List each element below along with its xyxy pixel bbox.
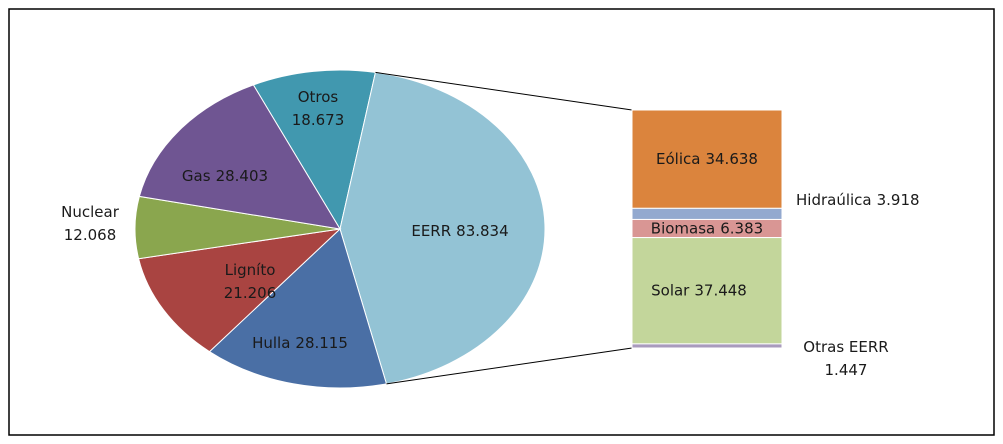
bar-segment [631, 237, 783, 345]
bar-label: Solar 37.448 [651, 281, 747, 299]
pie-label: Otros [298, 88, 339, 106]
bar-label: Otras EERR [803, 337, 888, 355]
pie-label: 12.068 [64, 226, 117, 244]
bar-label: Hidraúlica 3.918 [796, 191, 920, 209]
bar-label-part: 1.447 [825, 360, 868, 378]
pie-label: Hulla 28.115 [252, 334, 348, 352]
pie-label: Ligníto [225, 261, 276, 279]
bar-label: Biomasa 6.383 [651, 219, 763, 237]
pie-label-part: Hulla [252, 334, 290, 352]
pie-label-part: 28.403 [216, 167, 269, 185]
connector [375, 71, 633, 111]
pie-label-part: EERR [411, 222, 451, 240]
bar-label-part: Otras EERR [803, 337, 888, 355]
pie-label-part: 12.068 [64, 226, 117, 244]
pie-label-part: 83.834 [456, 222, 509, 240]
bar-label-part: Eólica [656, 150, 700, 168]
pie-label: Nuclear [61, 203, 120, 221]
bar-label-part: 34.638 [705, 150, 758, 168]
bar-segment [631, 207, 783, 220]
bar-segment [631, 109, 783, 209]
pie-label: Gas 28.403 [182, 167, 268, 185]
pie-label: EERR 83.834 [411, 222, 508, 240]
pie-slice [137, 228, 342, 353]
bar-segment [631, 343, 783, 349]
pie-label-part: Otros [298, 88, 339, 106]
pie-slice [138, 84, 341, 230]
pie-label-part: 21.206 [224, 284, 277, 302]
pie-slice [339, 71, 546, 385]
bar-label-part: 3.918 [877, 191, 920, 209]
bar-label: 1.447 [825, 360, 868, 378]
pie-slice [252, 69, 377, 231]
connector [386, 347, 633, 385]
pie-label: 21.206 [224, 284, 277, 302]
bar-label-part: Hidraúlica [796, 191, 872, 209]
pie-label-part: Ligníto [225, 261, 276, 279]
chart-frame [8, 8, 995, 436]
pie-label-part: 28.115 [295, 334, 348, 352]
bar-label: Eólica 34.638 [656, 150, 758, 168]
bar-label-part: Biomasa [651, 219, 715, 237]
pie-slice [208, 228, 388, 389]
bar-label-part: 6.383 [720, 219, 763, 237]
pie-label-part: 18.673 [292, 111, 345, 129]
bar-label-part: 37.448 [694, 281, 747, 299]
pie-label: 18.673 [292, 111, 345, 129]
bar-label-part: Solar [651, 281, 690, 299]
pie-label-part: Nuclear [61, 203, 120, 221]
pie-label-part: Gas [182, 167, 211, 185]
